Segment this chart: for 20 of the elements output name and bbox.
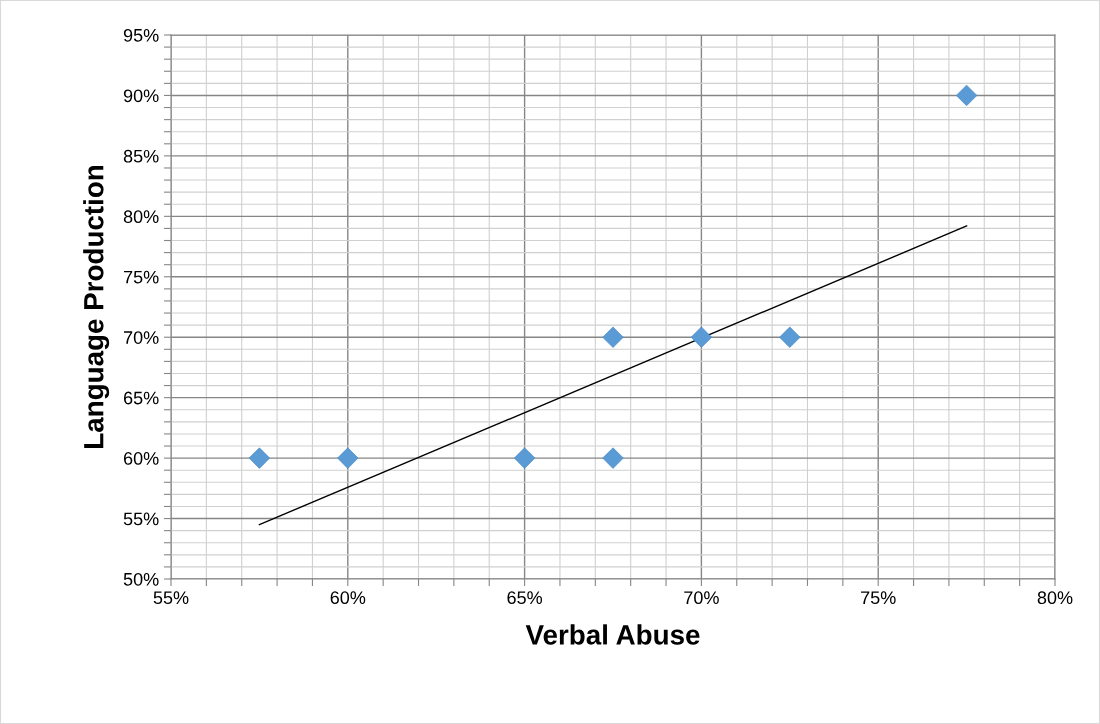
y-tick-label: 90% (123, 89, 159, 103)
y-tick-label: 50% (123, 572, 159, 586)
point (955, 84, 978, 107)
x-tick-label: 80% (1037, 591, 1073, 605)
y-tick-label: 70% (123, 331, 159, 344)
y-tick-label: 95% (123, 28, 159, 42)
y-tick-label: 60% (123, 452, 159, 465)
x-tick-label: 75% (861, 591, 896, 605)
y-axis-title: Language Production (83, 165, 110, 448)
y-tick-label: 65% (123, 391, 159, 405)
point (337, 447, 359, 469)
y-tick-label: 75% (123, 270, 159, 284)
x-axis-title: Verbal Abuse (525, 624, 700, 645)
x-tick-label: 55% (153, 591, 189, 605)
x-tick-label: 70% (684, 591, 719, 605)
x-tick-label: 60% (330, 591, 366, 605)
y-tick-label: 55% (123, 512, 159, 526)
x-tick-label: 65% (507, 591, 543, 605)
y-tick-label: 80% (123, 210, 159, 224)
y-tick-label: 85% (123, 149, 159, 163)
